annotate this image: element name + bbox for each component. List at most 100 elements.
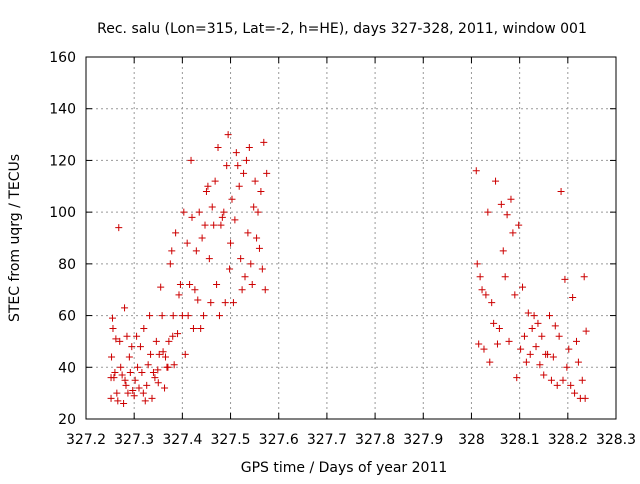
data-point bbox=[186, 281, 194, 289]
data-point bbox=[211, 177, 219, 185]
x-tick-label: 327.6 bbox=[259, 432, 299, 448]
data-point bbox=[192, 247, 200, 255]
data-point bbox=[261, 286, 269, 294]
data-point bbox=[520, 332, 528, 340]
data-point bbox=[148, 394, 156, 402]
data-point bbox=[187, 156, 195, 164]
data-point bbox=[251, 177, 259, 185]
y-axis-label: STEC from uqrg / TECUs bbox=[7, 154, 23, 322]
data-point bbox=[197, 325, 205, 332]
data-point bbox=[126, 368, 134, 376]
data-point bbox=[164, 363, 172, 371]
data-point bbox=[144, 361, 152, 369]
data-point bbox=[473, 260, 481, 268]
data-point bbox=[204, 182, 212, 190]
data-point bbox=[217, 221, 225, 229]
data-point bbox=[572, 337, 580, 345]
data-point bbox=[151, 374, 159, 382]
x-tick-label: 327.9 bbox=[403, 432, 443, 448]
data-point bbox=[538, 332, 546, 340]
data-point bbox=[154, 379, 162, 387]
data-point bbox=[227, 239, 235, 247]
x-tick-label: 328 bbox=[458, 432, 485, 448]
data-point bbox=[181, 350, 189, 358]
y-tick-label: 20 bbox=[58, 412, 76, 428]
data-point bbox=[198, 234, 206, 242]
data-point bbox=[170, 361, 178, 369]
data-point bbox=[116, 337, 124, 345]
data-point bbox=[183, 239, 191, 247]
y-tick-label: 60 bbox=[58, 309, 76, 325]
data-point bbox=[143, 381, 151, 389]
data-point bbox=[130, 392, 138, 400]
data-point bbox=[237, 255, 245, 263]
y-tick-label: 80 bbox=[58, 257, 76, 273]
x-tick-label: 328.3 bbox=[596, 432, 636, 448]
data-point bbox=[168, 247, 176, 255]
data-point bbox=[152, 337, 160, 345]
data-point bbox=[257, 187, 265, 195]
y-tick-label: 140 bbox=[49, 102, 76, 118]
data-point bbox=[253, 234, 261, 242]
data-point bbox=[129, 387, 137, 395]
data-point bbox=[191, 286, 199, 294]
x-axis-ticks: 327.2 327.3 327.4 327.5 327.6 327.7 327.8 327.9… bbox=[66, 57, 636, 448]
data-point bbox=[112, 335, 120, 343]
data-point bbox=[532, 343, 540, 351]
data-point bbox=[240, 169, 248, 177]
x-tick-label: 327.3 bbox=[114, 432, 154, 448]
data-point bbox=[534, 319, 542, 327]
data-point bbox=[515, 221, 523, 229]
data-point bbox=[141, 397, 149, 405]
data-point bbox=[559, 376, 567, 384]
data-point bbox=[480, 345, 488, 353]
data-point bbox=[117, 363, 125, 371]
data-point bbox=[133, 332, 141, 340]
data-point bbox=[218, 213, 226, 221]
data-point bbox=[526, 350, 534, 358]
data-point bbox=[519, 283, 527, 291]
data-point bbox=[147, 350, 155, 358]
data-point bbox=[162, 353, 169, 361]
data-point bbox=[176, 281, 184, 289]
data-point bbox=[522, 358, 530, 366]
data-point bbox=[154, 366, 162, 374]
data-point bbox=[536, 361, 544, 369]
data-point bbox=[551, 322, 559, 330]
data-point bbox=[110, 374, 118, 382]
data-points bbox=[107, 131, 590, 407]
data-point bbox=[122, 381, 130, 389]
data-point bbox=[478, 286, 486, 294]
data-point bbox=[124, 389, 132, 397]
data-point bbox=[484, 208, 492, 216]
data-point bbox=[544, 350, 552, 358]
data-point bbox=[118, 371, 126, 379]
data-point bbox=[555, 332, 563, 340]
data-point bbox=[578, 376, 586, 384]
data-point bbox=[200, 312, 208, 320]
data-point bbox=[482, 291, 490, 299]
data-point bbox=[158, 312, 166, 320]
data-point bbox=[175, 291, 183, 299]
data-point bbox=[121, 376, 129, 384]
data-point bbox=[109, 314, 116, 322]
data-point bbox=[530, 312, 538, 320]
x-axis-label: GPS time / Days of year 2011 bbox=[241, 460, 448, 476]
data-point bbox=[131, 376, 139, 384]
data-point bbox=[581, 394, 589, 402]
x-tick-label: 328.1 bbox=[500, 432, 540, 448]
data-point bbox=[184, 312, 192, 320]
data-point bbox=[571, 389, 579, 397]
data-point bbox=[125, 353, 133, 361]
data-point bbox=[245, 144, 253, 151]
data-point bbox=[205, 255, 213, 263]
data-point bbox=[213, 281, 221, 289]
data-point bbox=[208, 203, 216, 211]
x-tick-label: 327.4 bbox=[162, 432, 202, 448]
data-point bbox=[549, 353, 557, 361]
data-point bbox=[509, 229, 517, 237]
data-point bbox=[501, 273, 509, 281]
data-point bbox=[134, 363, 142, 371]
data-point bbox=[115, 224, 123, 232]
data-point bbox=[109, 325, 117, 332]
